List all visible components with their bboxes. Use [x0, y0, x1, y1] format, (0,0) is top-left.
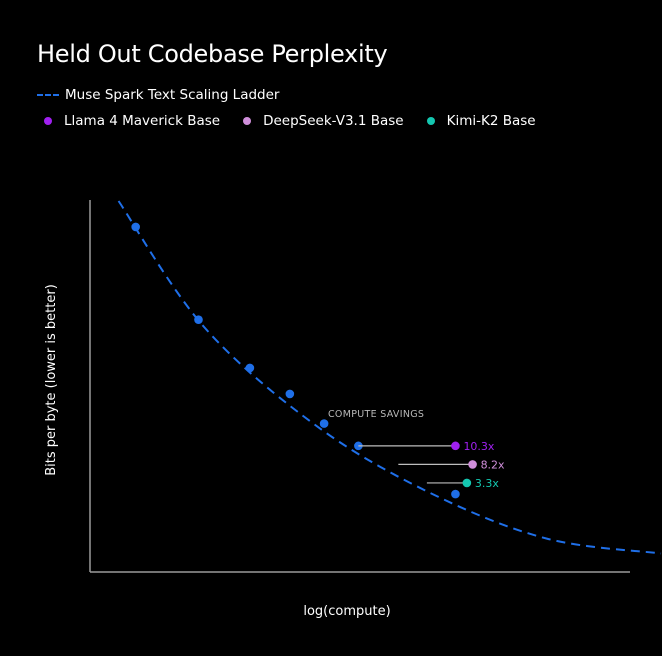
- scaling-ladder-point: [194, 315, 203, 325]
- legend-item-llama: Llama 4 Maverick Base: [37, 113, 220, 129]
- legend-row-2: Llama 4 Maverick Base DeepSeek-V3.1 Base…: [37, 113, 552, 129]
- scaling-ladder-point: [451, 489, 460, 499]
- scaling-ladder-curve: [117, 200, 662, 555]
- scaling-ladder-point: [319, 419, 329, 428]
- legend-dot-kimi: [426, 117, 435, 125]
- savings-label: 8.2x: [481, 458, 505, 471]
- model-point: [462, 478, 472, 488]
- model-point: [468, 460, 477, 469]
- legend-label-deepseek: DeepSeek-V3.1 Base: [263, 113, 404, 129]
- legend-label-llama: Llama 4 Maverick Base: [64, 113, 221, 129]
- scaling-ladder-point: [131, 222, 140, 232]
- legend-label-scaling-ladder: Muse Spark Text Scaling Ladder: [65, 87, 280, 103]
- y-axis-label: Bits per byte (lower is better): [44, 284, 59, 476]
- legend-dot-deepseek: [243, 117, 252, 125]
- legend-item-deepseek: DeepSeek-V3.1 Base: [236, 113, 404, 129]
- legend-label-kimi: Kimi-K2 Base: [446, 113, 536, 129]
- x-axis-label: log(compute): [303, 604, 390, 619]
- legend-dot-llama: [44, 117, 52, 125]
- legend-dashed-line-swatch: [37, 94, 59, 96]
- scaling-ladder-point: [285, 389, 295, 399]
- model-point: [451, 441, 460, 451]
- legend-row-1: Muse Spark Text Scaling Ladder: [37, 87, 295, 103]
- compute-savings-annotation: COMPUTE SAVINGS: [328, 409, 424, 420]
- legend-item-kimi: Kimi-K2 Base: [420, 113, 536, 129]
- scaling-ladder-point: [245, 363, 255, 373]
- savings-label: 10.3x: [463, 440, 494, 453]
- legend-item-scaling-ladder: Muse Spark Text Scaling Ladder: [37, 87, 279, 103]
- savings-label: 3.3x: [475, 477, 499, 490]
- chart-title: Held Out Codebase Perplexity: [37, 40, 388, 68]
